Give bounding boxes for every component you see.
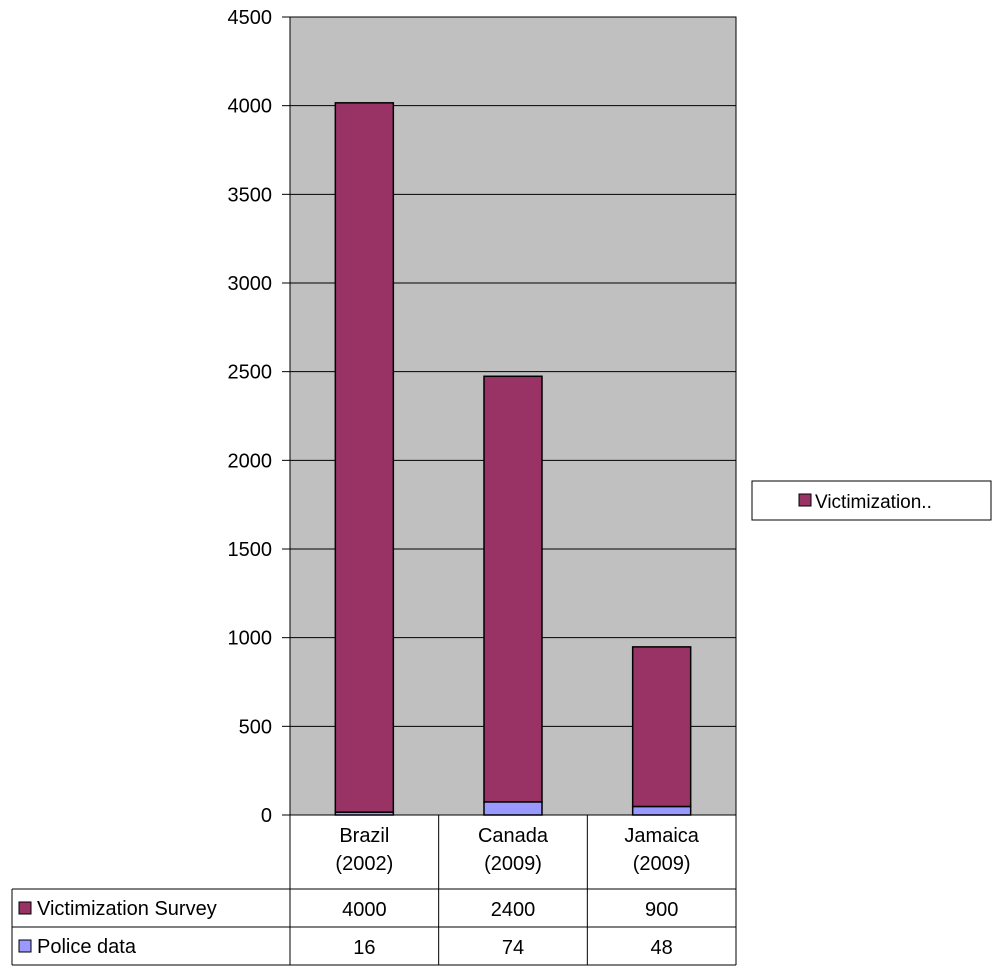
y-tick-label: 500 <box>239 716 272 738</box>
y-tick-label: 3500 <box>228 184 273 206</box>
bar-police-data <box>631 805 692 816</box>
y-tick-label: 1500 <box>228 539 273 561</box>
category-label: (2009) <box>633 853 691 875</box>
category-label: Jamaica <box>624 825 699 847</box>
bar-police-data <box>483 801 543 816</box>
table-cell-value: 4000 <box>342 899 387 921</box>
plot-border <box>289 16 737 816</box>
y-axis-ticks: 0 500 1000 1500 2000 2500 3000 3500 4000 4500 <box>228 7 290 827</box>
y-tick-label: 1000 <box>228 628 273 650</box>
y-tick-label: 4000 <box>228 96 273 118</box>
legend-label: Victimization.. <box>815 492 932 513</box>
category-label: Canada <box>478 825 549 847</box>
y-tick-label: 2500 <box>228 362 273 384</box>
bar-victimization-survey <box>631 646 692 808</box>
legend-swatch <box>798 493 812 507</box>
table-cell-value: 16 <box>353 937 375 959</box>
bar-victimization-survey <box>334 102 395 813</box>
y-tick-label: 4500 <box>228 7 273 29</box>
legend: Victimization.. <box>751 480 992 521</box>
category-label: (2009) <box>484 853 542 875</box>
table-cell-value: 48 <box>651 937 673 959</box>
category-label: (2002) <box>335 853 393 875</box>
row-swatch <box>18 901 32 915</box>
legend-box <box>751 480 992 521</box>
table-cell-value: 2400 <box>491 899 536 921</box>
y-tick-label: 0 <box>261 805 272 827</box>
table-cell-value: 900 <box>645 899 678 921</box>
category-label: Brazil <box>339 825 389 847</box>
y-tick-label: 2000 <box>228 450 273 472</box>
bar-victimization-survey <box>483 375 543 803</box>
data-table: Brazil (2002) Canada (2009) Jamaica (2009) Vic… <box>11 815 737 966</box>
table-cell-value: 74 <box>502 937 524 959</box>
row-label: Police data <box>37 936 137 958</box>
row-label: Victimization Survey <box>37 898 217 920</box>
bars <box>334 102 692 816</box>
row-swatch <box>18 939 32 953</box>
y-tick-label: 3000 <box>228 273 273 295</box>
